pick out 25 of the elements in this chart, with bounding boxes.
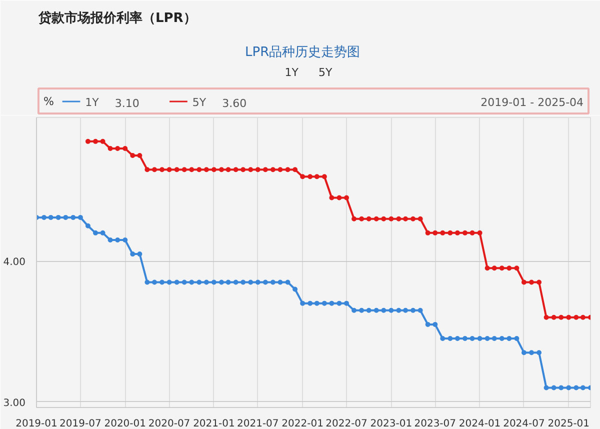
y-axis-title: % (43, 95, 54, 108)
x-tick-label: 2021-07 (237, 418, 279, 429)
x-tick-label: 2022-07 (326, 418, 368, 429)
x-tick-label: 2024-01 (458, 418, 501, 429)
text: 3.10 (114, 97, 140, 110)
text: 2019-01 - 2025-04 (480, 96, 584, 109)
x-tick-label: 2020-07 (148, 418, 190, 429)
text: 5Y (318, 66, 332, 79)
x-tick-label: 2025-01 (548, 418, 590, 429)
x-tick-label: 2024-07 (503, 418, 545, 429)
y-tick-label: 3.00 (3, 398, 26, 409)
y-tick-label: 4.00 (3, 257, 26, 268)
chart-title: 贷款市场报价利率（LPR） (37, 10, 196, 26)
chart-subtitle: LPR品种历史走势图 (245, 45, 360, 60)
x-tick-label: 2023-01 (370, 418, 412, 429)
legend-label: 1Y (85, 96, 100, 109)
text: 3.60 (222, 97, 247, 110)
x-tick-label: 2023-07 (414, 418, 456, 429)
x-tick-label: 2020-01 (104, 418, 146, 429)
x-tick-label: 2022-01 (282, 418, 324, 429)
x-tick-label: 2019-01 (16, 418, 58, 429)
legend-label: 5Y (192, 96, 206, 109)
x-tick-label: 2019-07 (60, 418, 102, 429)
text: 1Y (284, 66, 298, 79)
x-tick-label: 2021-01 (193, 418, 235, 429)
